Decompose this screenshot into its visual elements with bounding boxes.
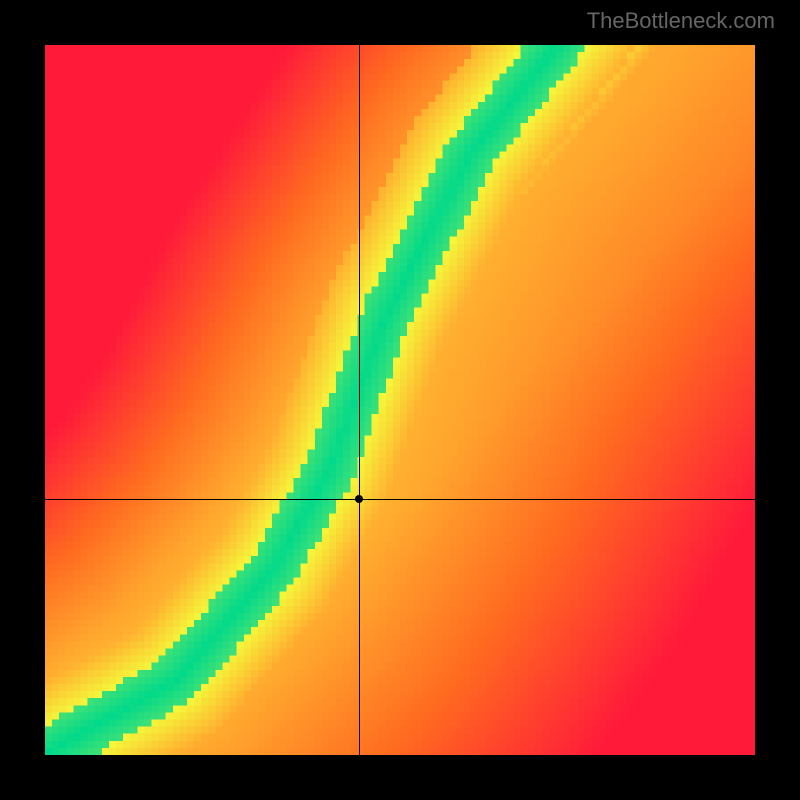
heatmap-canvas bbox=[45, 45, 755, 755]
crosshair-vertical bbox=[359, 45, 360, 755]
bottleneck-heatmap bbox=[45, 45, 755, 755]
crosshair-marker bbox=[355, 495, 363, 503]
crosshair-horizontal bbox=[45, 499, 755, 500]
watermark: TheBottleneck.com bbox=[587, 8, 775, 34]
